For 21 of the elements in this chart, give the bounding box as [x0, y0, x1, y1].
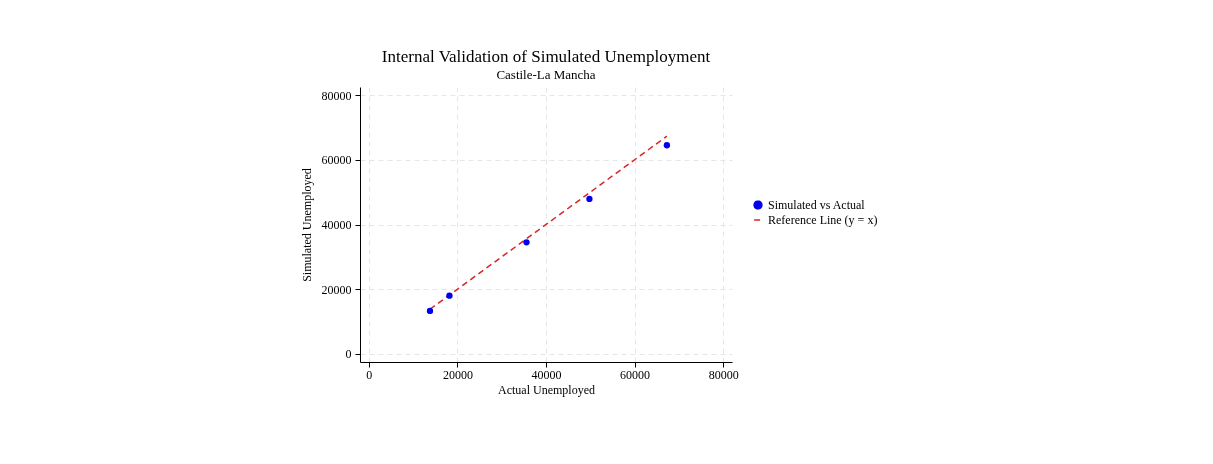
x-tick-label: 40000 [531, 367, 562, 382]
y-tick-label: 20000 [321, 282, 352, 297]
point [426, 307, 434, 315]
point [663, 142, 671, 149]
legend-label: Reference Line (y = x) [768, 213, 878, 227]
x-tick-label: 0 [366, 367, 373, 382]
y-tick-label: 80000 [321, 88, 352, 103]
x-tick-label: 80000 [708, 367, 739, 382]
chart-subtitle: Castile-La Mancha [496, 67, 596, 82]
x-tick-label: 60000 [620, 367, 651, 382]
y-tick-label: 0 [345, 347, 352, 362]
chart-title: Internal Validation of Simulated Unemployment [381, 47, 711, 66]
legend-label: Simulated vs Actual [768, 198, 866, 212]
point [446, 292, 453, 299]
y-axis-title: Simulated Unemployed [299, 168, 314, 282]
y-tick-label: 60000 [321, 153, 352, 168]
point [586, 195, 593, 203]
x-tick-label: 20000 [442, 367, 473, 382]
x-axis-title: Actual Unemployed [498, 382, 595, 397]
point [523, 239, 530, 246]
y-tick-label: 40000 [321, 218, 352, 232]
